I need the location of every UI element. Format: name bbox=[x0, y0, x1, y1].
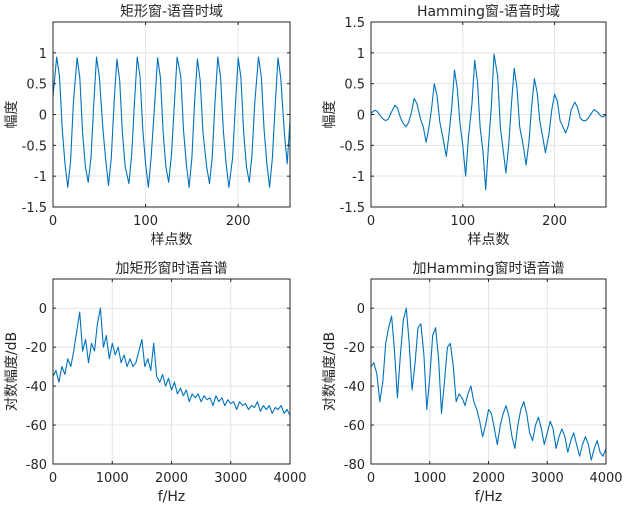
x-tick-label: 200 bbox=[226, 214, 251, 229]
series-line-spectrum bbox=[52, 307, 291, 416]
chart-title: 加矩形窗时语音谱 bbox=[116, 260, 228, 277]
series-line-signal bbox=[370, 53, 607, 191]
x-tick-label: 3000 bbox=[214, 471, 247, 486]
x-axis-label: f/Hz bbox=[475, 489, 503, 505]
y-tick-label: 0 bbox=[39, 302, 47, 317]
y-tick-label: -20 bbox=[26, 341, 47, 356]
x-tick-label: 200 bbox=[542, 214, 567, 229]
series-line-spectrum bbox=[370, 307, 607, 461]
y-axis-label: 对数幅度/dB bbox=[322, 332, 338, 411]
y-tick-label: 0 bbox=[357, 302, 365, 317]
y-tick-label: 0 bbox=[357, 109, 365, 124]
x-tick-label: 0 bbox=[49, 214, 57, 229]
y-tick-label: -20 bbox=[344, 341, 365, 356]
y-axis-label: 幅度 bbox=[4, 101, 20, 129]
x-tick-label: 0 bbox=[367, 471, 375, 486]
y-tick-label: 1 bbox=[357, 47, 365, 62]
y-tick-label: -1 bbox=[34, 170, 47, 185]
series-line-signal bbox=[52, 56, 291, 188]
y-tick-label: -40 bbox=[344, 380, 365, 395]
x-tick-label: 2000 bbox=[472, 471, 505, 486]
y-tick-label: 1.5 bbox=[344, 16, 365, 31]
x-axis-label: 样点数 bbox=[151, 232, 193, 248]
chart-title: Hamming窗-语音时域 bbox=[417, 3, 560, 20]
subplot-3: 0 1000 2000 3000 4000 -80 -60 -40 -20 0 加矩形窗时语音谱 f/… bbox=[4, 260, 307, 505]
y-axis-label: 幅度 bbox=[322, 101, 338, 129]
x-tick-label: 4000 bbox=[273, 471, 306, 486]
y-tick-label: -40 bbox=[26, 380, 47, 395]
x-tick-label: 4000 bbox=[589, 471, 622, 486]
y-tick-label: 0.5 bbox=[26, 78, 47, 93]
y-tick-label: -60 bbox=[26, 419, 47, 434]
x-tick-label: 100 bbox=[450, 214, 475, 229]
x-tick-label: 100 bbox=[133, 214, 158, 229]
x-axis-label: 样点数 bbox=[468, 232, 510, 248]
y-tick-label: -80 bbox=[344, 458, 365, 473]
x-tick-label: 1000 bbox=[96, 471, 129, 486]
x-tick-label: 2000 bbox=[155, 471, 188, 486]
y-tick-label: -0.5 bbox=[22, 139, 47, 154]
x-tick-label: 3000 bbox=[531, 471, 564, 486]
x-tick-label: 0 bbox=[49, 471, 57, 486]
subplot-4: 0 1000 2000 3000 4000 -80 -60 -40 -20 0 加Hamming窗时… bbox=[322, 260, 623, 505]
y-tick-label: -60 bbox=[344, 419, 365, 434]
subplot-2: 0 100 200 -1.5 -1 -0.5 0 0.5 1 1.5 Hamming窗-语音时域样点… bbox=[322, 3, 607, 248]
y-tick-label: -80 bbox=[26, 458, 47, 473]
x-tick-label: 1000 bbox=[413, 471, 446, 486]
y-tick-label: -1.5 bbox=[340, 201, 365, 216]
y-axis-label: 对数幅度/dB bbox=[4, 332, 20, 411]
x-axis-label: f/Hz bbox=[158, 489, 186, 505]
chart-title: 加Hamming窗时语音谱 bbox=[412, 260, 564, 277]
y-tick-label: 1 bbox=[39, 47, 47, 62]
y-tick-label: -0.5 bbox=[340, 139, 365, 154]
y-tick-label: 0.5 bbox=[344, 78, 365, 93]
chart-title: 矩形窗-语音时域 bbox=[120, 3, 223, 20]
y-tick-label: -1.5 bbox=[22, 201, 47, 216]
y-tick-label: -1 bbox=[352, 170, 365, 185]
x-tick-label: 0 bbox=[367, 214, 375, 229]
y-tick-label: 0 bbox=[39, 109, 47, 124]
